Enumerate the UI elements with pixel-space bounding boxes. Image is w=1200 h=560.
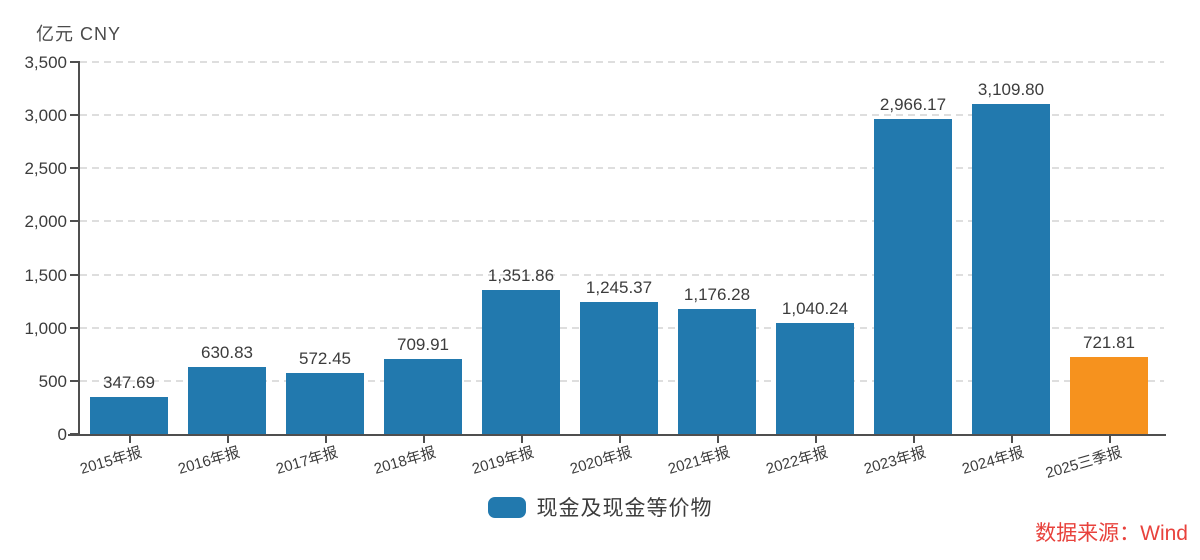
bar-value-label: 1,245.37 (585, 277, 653, 297)
y-tick-label: 2,500 (24, 159, 67, 179)
bar-slot: 572.45 2017年报 (274, 62, 374, 478)
x-category-label: 2024年报 (959, 444, 1026, 478)
bar-value-label: 709.91 (397, 334, 449, 354)
x-category-label: 2020年报 (567, 444, 634, 478)
plot-area: 0 500 1,000 1,500 2,000 2,500 3,000 3,500 347.6… (24, 54, 1166, 482)
bar-slot: 2,966.17 2023年报 (862, 62, 962, 478)
gridline (80, 167, 1164, 170)
y-tick-label: 1,500 (24, 265, 67, 285)
bar-2016年报 (188, 367, 266, 434)
x-tick (717, 434, 719, 443)
bar-2020年报 (580, 301, 658, 434)
y-tick-label: 3,500 (24, 53, 67, 72)
x-tick (1011, 434, 1013, 443)
x-category-label: 2018年报 (371, 444, 438, 478)
gridline (80, 220, 1164, 223)
bar-value-label: 721.81 (1083, 333, 1135, 353)
bar-value-label: 1,040.24 (781, 299, 849, 319)
bar-slot: 721.81 2025三季报 (1043, 62, 1158, 482)
bar-2018年报 (384, 358, 462, 434)
x-category-label: 2023年报 (861, 444, 928, 478)
bar-2025三季报 (1070, 357, 1148, 434)
y-tick-label: 2,000 (24, 212, 67, 232)
legend: 现金及现金等价物 (0, 492, 1200, 522)
bar-slot: 709.91 2018年报 (372, 62, 472, 478)
bar-2015年报 (90, 397, 168, 434)
bar-slot: 3,109.80 2024年报 (960, 62, 1060, 478)
bar-2023年报 (874, 118, 952, 434)
legend-label: 现金及现金等价物 (536, 497, 713, 520)
x-category-label: 2022年报 (763, 444, 830, 478)
y-tick (70, 220, 80, 223)
bar-value-label: 347.69 (103, 373, 155, 392)
y-tick (70, 326, 80, 329)
bar-2019年报 (482, 290, 560, 434)
x-category-label: 2025三季报 (1043, 444, 1124, 482)
x-category-label: 2016年报 (175, 444, 242, 478)
x-tick (1109, 434, 1111, 443)
y-tick (70, 61, 80, 63)
data-source-label: 数据来源：Wind (1035, 522, 1188, 545)
y-tick-label: 0 (57, 425, 67, 444)
x-tick (129, 434, 131, 443)
x-tick (619, 434, 621, 443)
bar-slot: 347.69 2015年报 (78, 62, 178, 478)
x-tick (913, 434, 915, 443)
bar-slot: 1,351.86 2019年报 (470, 62, 570, 478)
bar-slot: 1,176.28 2021年报 (666, 62, 766, 478)
x-category-label: 2015年报 (77, 444, 144, 478)
x-tick (227, 434, 229, 443)
y-tick (70, 114, 80, 117)
y-tick (70, 273, 80, 276)
y-axis-line (78, 62, 80, 436)
bar-2017年报 (286, 373, 364, 434)
bar-slot: 630.83 2016年报 (176, 62, 276, 478)
bar-2021年报 (678, 309, 756, 434)
legend-swatch-icon (487, 496, 526, 518)
x-axis-line (68, 434, 1166, 436)
y-tick (70, 167, 80, 170)
bar-value-label: 630.83 (201, 343, 253, 362)
bars-layer: 347.69 2015年报 630.83 2016年报 572.45 2017年报 709.… (78, 62, 1158, 482)
gridline (80, 273, 1164, 276)
x-category-label: 2017年报 (273, 444, 340, 478)
gridline (80, 114, 1164, 117)
bar-value-label: 572.45 (299, 349, 351, 369)
x-category-label: 2021年报 (665, 444, 732, 478)
bar-slot: 1,245.37 2020年报 (568, 62, 668, 478)
bar-2022年报 (776, 323, 854, 434)
x-tick (521, 434, 523, 443)
y-tick-label: 1,000 (24, 318, 67, 338)
bar-value-label: 1,351.86 (487, 266, 555, 286)
y-tick-label: 500 (38, 371, 67, 391)
bar-value-label: 2,966.17 (879, 94, 947, 114)
bar-value-label: 3,109.80 (977, 79, 1045, 99)
x-tick (325, 434, 327, 443)
x-category-label: 2019年报 (469, 444, 536, 478)
x-tick (423, 434, 425, 443)
y-tick-label: 3,000 (24, 106, 67, 126)
gridline (80, 61, 1164, 63)
bar-value-label: 1,176.28 (683, 285, 751, 304)
y-axis-unit-label: 亿元 CNY (36, 24, 122, 44)
x-tick (815, 434, 817, 443)
bar-slot: 1,040.24 2022年报 (764, 62, 864, 478)
bar-2024年报 (972, 103, 1050, 434)
y-tick (70, 379, 80, 382)
